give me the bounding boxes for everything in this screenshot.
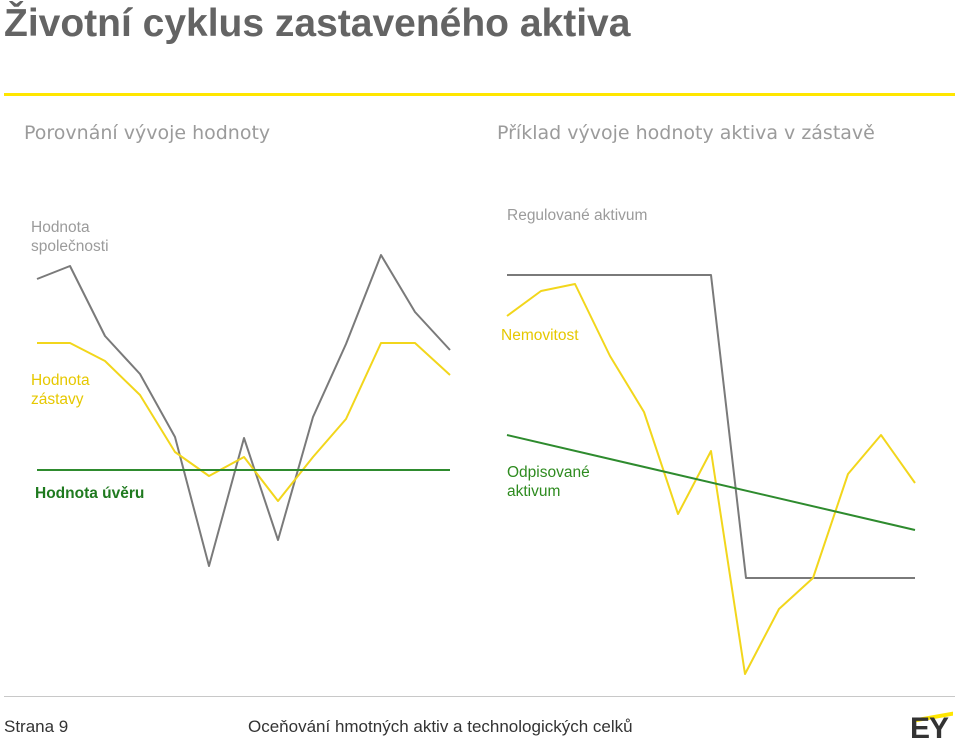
label-depreciated-asset: Odpisované aktivum [507,464,590,500]
label-real-estate: Nemovitost [501,327,579,344]
right-panel-heading: Příklad vývoje hodnoty aktiva v zástavě [497,122,875,144]
collateral-value-line [37,342,451,502]
company-value-line [36,254,451,567]
footer-divider [4,696,955,697]
real-estate-line [506,283,916,675]
depreciated-asset-line [506,434,916,531]
footer-caption: Oceňování hmotných aktiv a technologický… [248,717,633,736]
label-collateral-value: Hodnota zástavy [31,372,90,408]
ey-logo: EY [910,712,949,745]
title-underline [4,93,955,96]
footer-page-number: Strana 9 [4,717,69,736]
label-company-value: Hodnota společnosti [31,219,109,255]
regulated-asset-line [507,274,915,579]
label-regulated-asset: Regulované aktivum [507,207,648,224]
slide-title: Životní cyklus zastaveného aktiva [4,2,631,45]
left-panel-heading: Porovnání vývoje hodnoty [24,122,271,144]
label-loan-value: Hodnota úvěru [35,485,145,502]
